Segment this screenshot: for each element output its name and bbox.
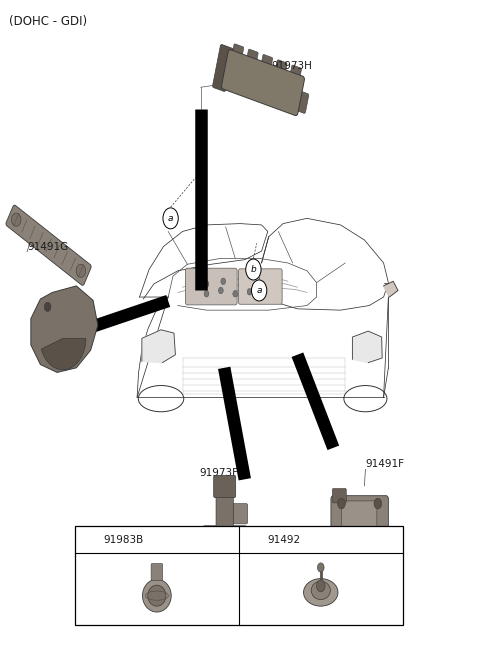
Circle shape — [374, 498, 382, 509]
Circle shape — [221, 278, 226, 284]
Wedge shape — [41, 338, 86, 370]
FancyBboxPatch shape — [230, 503, 248, 524]
FancyBboxPatch shape — [151, 564, 163, 581]
FancyBboxPatch shape — [292, 90, 309, 114]
FancyBboxPatch shape — [214, 476, 236, 497]
Ellipse shape — [148, 585, 166, 606]
Text: 91983B: 91983B — [104, 535, 144, 545]
Circle shape — [81, 530, 96, 549]
Circle shape — [252, 280, 267, 301]
FancyBboxPatch shape — [232, 44, 244, 60]
Circle shape — [235, 538, 241, 547]
Text: a: a — [168, 214, 173, 223]
FancyBboxPatch shape — [239, 269, 282, 304]
Circle shape — [208, 538, 215, 547]
FancyBboxPatch shape — [331, 495, 388, 541]
FancyBboxPatch shape — [75, 526, 403, 625]
Circle shape — [247, 288, 252, 295]
Text: 91974C: 91974C — [46, 317, 87, 327]
FancyBboxPatch shape — [213, 45, 233, 91]
Circle shape — [204, 290, 209, 297]
FancyBboxPatch shape — [6, 205, 91, 285]
Circle shape — [246, 259, 261, 280]
Circle shape — [12, 213, 21, 226]
FancyBboxPatch shape — [290, 65, 301, 81]
Circle shape — [259, 292, 264, 299]
Ellipse shape — [143, 579, 171, 612]
FancyBboxPatch shape — [221, 50, 304, 116]
Ellipse shape — [303, 579, 338, 606]
Ellipse shape — [311, 581, 330, 600]
Polygon shape — [384, 281, 398, 297]
FancyBboxPatch shape — [341, 501, 377, 530]
Circle shape — [316, 580, 325, 592]
FancyBboxPatch shape — [203, 526, 247, 557]
Circle shape — [233, 290, 238, 297]
Circle shape — [163, 208, 178, 229]
Text: a: a — [256, 286, 262, 295]
Circle shape — [337, 498, 345, 509]
FancyBboxPatch shape — [216, 490, 233, 533]
FancyBboxPatch shape — [275, 60, 287, 76]
Text: 91492: 91492 — [267, 535, 300, 545]
Circle shape — [218, 287, 223, 294]
Text: 91973F: 91973F — [199, 468, 238, 478]
Text: a: a — [85, 535, 91, 544]
Polygon shape — [142, 330, 175, 363]
Circle shape — [76, 264, 85, 277]
Polygon shape — [352, 331, 382, 363]
FancyBboxPatch shape — [246, 49, 258, 65]
Text: 91491F: 91491F — [365, 459, 404, 470]
Text: 91973H: 91973H — [271, 61, 312, 71]
FancyBboxPatch shape — [185, 268, 237, 305]
FancyBboxPatch shape — [261, 55, 273, 70]
Text: (DOHC - GDI): (DOHC - GDI) — [9, 15, 87, 28]
Text: b: b — [250, 535, 255, 544]
Circle shape — [317, 563, 324, 572]
Polygon shape — [31, 286, 98, 373]
FancyBboxPatch shape — [332, 488, 346, 503]
Circle shape — [245, 530, 259, 549]
Circle shape — [44, 302, 51, 311]
Text: 91491G: 91491G — [27, 242, 68, 252]
Text: b: b — [251, 265, 256, 274]
Circle shape — [204, 281, 209, 287]
